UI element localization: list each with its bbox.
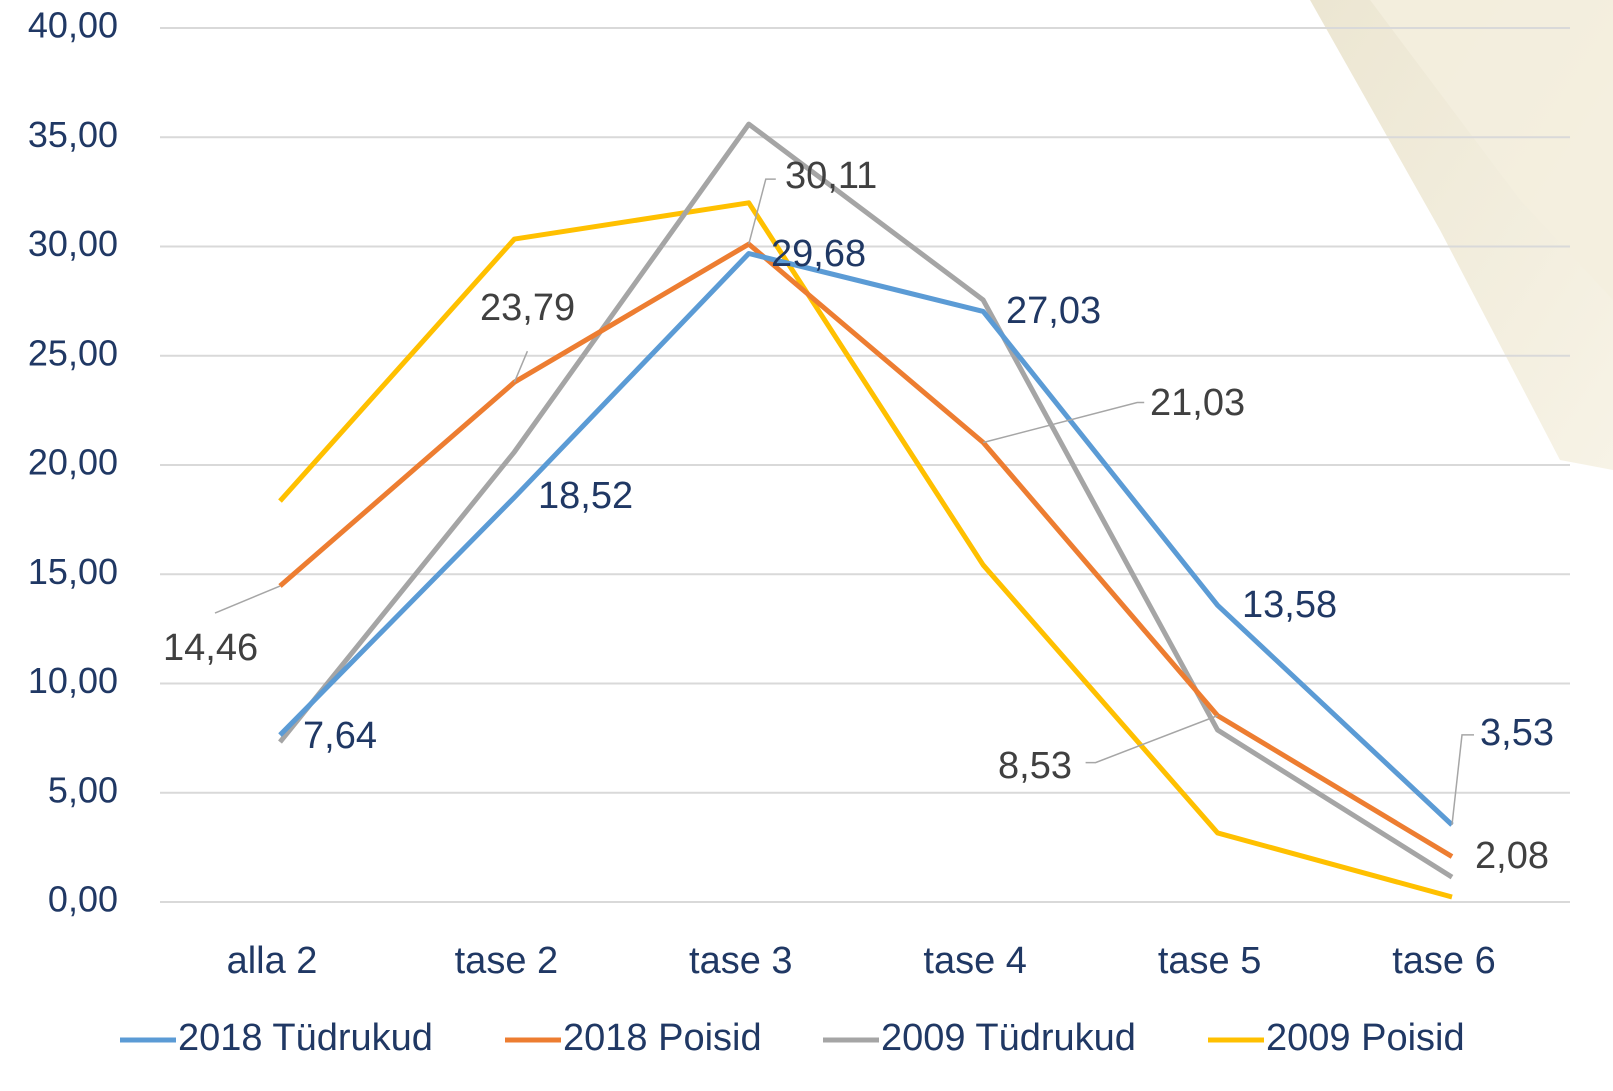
x-tick-label: tase 3: [689, 940, 793, 982]
data-label: 13,58: [1242, 584, 1337, 626]
legend-label: 2009 Poisid: [1266, 1017, 1465, 1059]
leader-line: [513, 350, 529, 383]
data-label: 23,79: [480, 287, 575, 329]
y-tick-label: 10,00: [28, 660, 118, 701]
y-tick-label: 40,00: [28, 5, 118, 46]
line: [278, 250, 1454, 827]
data-label: 2,08: [1475, 835, 1549, 877]
x-tick-label: tase 4: [923, 940, 1027, 982]
leader-line: [1451, 734, 1474, 825]
x-tick-label: alla 2: [227, 940, 318, 982]
data-label: 7,64: [303, 715, 377, 757]
data-label: 30,11: [785, 155, 877, 197]
data-label: 14,46: [163, 627, 258, 669]
y-tick-label: 0,00: [48, 879, 118, 920]
line: [278, 121, 1454, 880]
data-label: 29,68: [771, 233, 866, 275]
data-label: 27,03: [1006, 290, 1101, 332]
line: [278, 200, 1453, 900]
legend-label: 2018 Poisid: [563, 1017, 762, 1059]
leader-line: [748, 178, 776, 245]
y-tick-label: 30,00: [28, 223, 118, 264]
x-tick-label: tase 2: [455, 940, 559, 982]
y-tick-label: 15,00: [28, 551, 118, 592]
y-tick-label: 25,00: [28, 332, 118, 373]
data-label: 3,53: [1480, 712, 1554, 754]
data-label: 21,03: [1150, 382, 1245, 424]
y-tick-label: 35,00: [28, 114, 118, 155]
x-tick-label: tase 5: [1158, 940, 1262, 982]
leader-line: [1085, 714, 1218, 764]
background-image: [1370, 0, 1613, 300]
data-label: 8,53: [998, 745, 1072, 787]
legend-label: 2009 Tüdrukud: [881, 1017, 1136, 1059]
line: [278, 241, 1454, 859]
leader-line: [983, 401, 1145, 444]
leader-line: [214, 585, 281, 614]
data-label: 18,52: [538, 475, 633, 517]
x-tick-label: tase 6: [1392, 940, 1496, 982]
legend-label: 2018 Tüdrukud: [178, 1017, 433, 1059]
y-tick-label: 20,00: [28, 442, 118, 483]
y-tick-label: 5,00: [48, 769, 118, 810]
